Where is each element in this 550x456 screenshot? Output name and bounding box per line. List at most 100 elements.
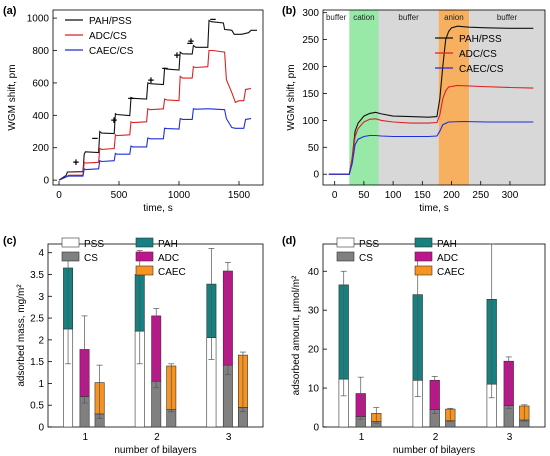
x-tick-label: 0 <box>332 190 338 201</box>
region-label: buffer <box>398 13 419 22</box>
region-buffer <box>378 10 439 185</box>
y-tick-label: 2 <box>38 335 44 346</box>
legend-swatch-pss <box>336 237 355 248</box>
region-buffer <box>323 10 350 185</box>
series-line-adc-cs <box>58 49 252 181</box>
y-tick-label: 40 <box>308 267 320 278</box>
plus-annotation: + <box>188 36 194 48</box>
x-tick-label: 0 <box>56 190 62 201</box>
x-tick-label: 150 <box>414 190 431 201</box>
x-tick-label: 250 <box>472 190 489 201</box>
y-tick-label: 20 <box>308 345 320 356</box>
region-label: buffer <box>497 13 518 22</box>
legend-label: CAEC <box>158 267 186 278</box>
series-line-adc-cs <box>328 84 534 175</box>
series-line-pah-pss <box>328 25 534 175</box>
series-line-caec-cs <box>328 120 534 175</box>
region-cation <box>349 10 379 185</box>
plus-annotation: + <box>174 50 180 62</box>
x-tick-label: 1500 <box>228 190 251 201</box>
y-tick-label: 250 <box>302 35 319 46</box>
y-tick-label: 4 <box>38 248 44 259</box>
legend-label: ADC <box>437 253 458 264</box>
plot-frame <box>52 9 264 186</box>
x-tick-label: 2 <box>154 432 160 443</box>
y-axis-label: WGM shift, pm <box>7 64 18 130</box>
legend-swatch-adc <box>414 251 433 262</box>
region-label: anion <box>444 13 464 22</box>
legend-label: PAH <box>437 239 457 250</box>
plus-annotation: + <box>73 157 79 169</box>
y-tick-label: 1.5 <box>30 357 44 368</box>
y-tick-label: 30 <box>308 306 320 317</box>
legend-swatch-caec <box>135 265 154 276</box>
plus-annotation: + <box>111 115 117 127</box>
panel-a: 0 200 400 600 800 1000 0 500 1000 1500 time, s WGM … <box>3 5 264 214</box>
bar-bottom-cs <box>503 405 514 428</box>
minus-annotation: − <box>187 38 193 50</box>
x-tick-label: 200 <box>443 190 460 201</box>
x-tick-label: 500 <box>111 190 128 201</box>
y-tick-label: 3 <box>38 292 44 303</box>
legend-label: PSS <box>84 239 104 250</box>
y-tick-label: 0.5 <box>30 401 44 412</box>
y-tick-label: 300 <box>302 8 319 19</box>
panel-d: 0 10 20 30 40 1 2 3 number of bilayers adsorbed a… <box>282 235 546 456</box>
y-axis-label: adsorbed mass, mg/m² <box>16 284 27 387</box>
minus-annotation: − <box>128 93 134 105</box>
y-tick-label: 10 <box>308 384 320 395</box>
y-tick-label: 0 <box>313 423 319 434</box>
x-tick-label: 3 <box>226 432 232 443</box>
y-axis-label: adsorbed amount, µmol/m² <box>291 275 302 395</box>
bar-bottom-cs <box>166 409 177 428</box>
panel-label: (c) <box>3 235 17 247</box>
y-tick-label: 2.5 <box>30 314 44 325</box>
legend-swatch-cs <box>61 251 80 262</box>
x-axis-label: time, s <box>419 203 448 214</box>
panel-label: (b) <box>282 5 296 17</box>
legend-label: PAH <box>158 239 178 250</box>
legend-swatch-pah <box>135 237 154 248</box>
legend-swatch-pah <box>414 237 433 248</box>
x-tick-label: 1 <box>359 432 365 443</box>
legend-label: ADC <box>158 253 179 264</box>
legend-label: CAEC/CS <box>89 46 134 57</box>
legend-label: PAH/PSS <box>459 34 502 45</box>
x-tick-label: 50 <box>358 190 370 201</box>
y-axis-label: WGM shift, pm <box>286 64 297 130</box>
x-tick-label: 3 <box>507 432 513 443</box>
x-tick-label: 2 <box>433 432 439 443</box>
x-axis-label: number of bilayers <box>393 445 475 456</box>
y-tick-label: 100 <box>302 116 319 127</box>
y-tick-label: 3.5 <box>30 270 44 281</box>
legend-label: PSS <box>359 239 379 250</box>
minus-annotation: − <box>210 14 216 26</box>
legend-label: CAEC <box>437 267 465 278</box>
legend-label: ADC/CS <box>459 49 497 60</box>
x-axis-label: number of bilayers <box>114 445 196 456</box>
legend-label: PAH/PSS <box>89 16 132 27</box>
y-tick-label: 150 <box>302 89 319 100</box>
legend-swatch-pss <box>61 237 80 248</box>
x-axis-label: time, s <box>143 203 172 214</box>
panel-label: (d) <box>282 235 296 247</box>
y-tick-label: 0 <box>38 423 44 434</box>
minus-annotation: − <box>92 133 98 145</box>
legend-label: ADC/CS <box>89 31 127 42</box>
x-tick-label: 300 <box>502 190 519 201</box>
x-tick-label: 100 <box>385 190 402 201</box>
panel-b: buffer cation buffer anion buffer 0 50 100 150 20… <box>282 5 546 214</box>
y-tick-label: 200 <box>302 62 319 73</box>
x-tick-label: 1 <box>82 432 88 443</box>
legend-label: CAEC/CS <box>459 64 504 75</box>
y-tick-label: 600 <box>32 78 49 89</box>
legend-swatch-caec <box>414 265 433 276</box>
region-buffer <box>469 10 545 185</box>
legend-label: CS <box>359 253 373 264</box>
y-tick-label: 800 <box>32 46 49 57</box>
series-line-pah-pss <box>58 19 257 181</box>
y-tick-label: 0 <box>313 170 319 181</box>
region-label: cation <box>353 13 374 22</box>
y-tick-label: 400 <box>32 111 49 122</box>
